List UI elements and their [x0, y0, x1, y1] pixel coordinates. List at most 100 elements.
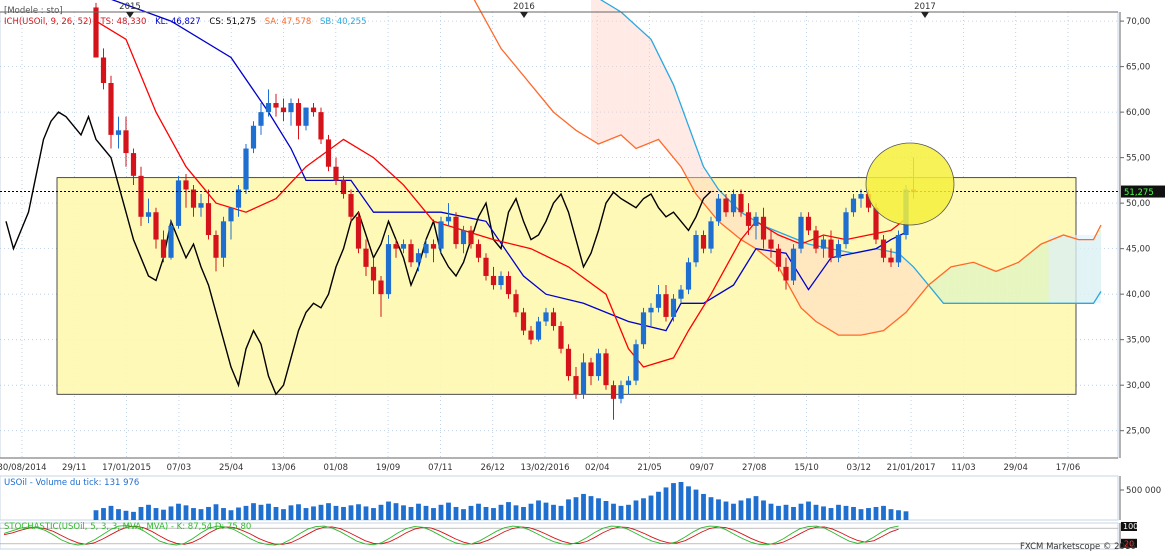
volume-bar — [626, 504, 631, 520]
cloud-segment — [812, 244, 816, 322]
candle-body — [490, 275, 497, 286]
legend-top: [Modele : sto] — [4, 6, 69, 16]
cloud-segment — [624, 15, 629, 142]
volume-bar — [281, 509, 286, 520]
cloud-segment — [969, 262, 974, 304]
cs-label: CS: 51,275 — [209, 17, 257, 27]
volume-bar — [288, 505, 294, 520]
y-tick-label: 55,00 — [1126, 154, 1150, 164]
year-label: 2015 — [119, 2, 141, 12]
cloud-future-band — [1048, 235, 1101, 304]
volume-bar — [693, 489, 699, 520]
volume-bar — [431, 508, 436, 520]
highlight-circle — [865, 142, 955, 226]
candle-body — [168, 225, 174, 258]
cloud-segment — [632, 22, 636, 149]
cloud-segment — [834, 249, 839, 336]
legend-ichimoku: ICH(USOil, 9, 26, 52) TS: 48,330 KL: 46,… — [4, 17, 373, 27]
candle-body — [775, 248, 782, 267]
volume-bar — [296, 504, 301, 520]
volume-bar — [648, 495, 654, 520]
cloud-segment — [662, 62, 666, 149]
candle-body — [415, 253, 422, 263]
model-label: [Modele : sto] — [4, 6, 63, 16]
indicator-lines — [5, 0, 1102, 396]
candle-body — [723, 198, 729, 213]
cloud-segment — [1014, 262, 1019, 304]
candle-body — [700, 235, 707, 249]
volume-bar — [326, 503, 331, 520]
candle-body — [873, 207, 879, 240]
y-tick-label: 45,00 — [1126, 245, 1150, 255]
cloud-segment — [609, 5, 614, 140]
volume-bar — [603, 501, 609, 520]
candle-body — [363, 248, 369, 267]
candle-body — [678, 289, 684, 299]
volume-bar — [371, 508, 376, 520]
volume-bar — [851, 506, 856, 520]
candle-body — [205, 203, 212, 235]
ichimoku-cloud — [591, 0, 1101, 336]
candle-body — [265, 103, 272, 113]
volume-bar — [393, 503, 399, 520]
sa-label: SA: 47,578 — [264, 17, 312, 27]
volume-bar — [536, 500, 541, 520]
volume-label: USOil - Volume du tick: 131 976 — [4, 478, 140, 488]
volume-bar — [573, 497, 579, 520]
cloud-segment — [598, 0, 603, 144]
cloud-segment — [684, 115, 689, 181]
volume-bar — [341, 506, 346, 520]
candle-body — [805, 216, 812, 231]
x-tick-label: 01/08 — [324, 463, 349, 473]
candle-body — [273, 103, 279, 108]
cloud-segment — [827, 247, 831, 331]
candle-body — [468, 230, 474, 245]
volume-bar — [416, 503, 421, 520]
stoch-high-label: 100 — [1123, 522, 1138, 531]
cloud-segment — [613, 7, 618, 138]
candle-body — [235, 189, 242, 208]
cloud-segment — [703, 166, 708, 208]
cloud-segment — [842, 250, 846, 336]
cloud-segment — [1041, 242, 1045, 304]
cloud-segment — [838, 250, 843, 336]
candle-body — [513, 294, 519, 313]
cloud-segment — [913, 266, 918, 304]
cloud-segment — [891, 251, 895, 325]
candle-body — [753, 216, 759, 226]
cloud-segment — [883, 250, 888, 331]
volume-bar — [468, 505, 474, 520]
candle-body — [318, 112, 324, 140]
candle-body — [565, 348, 572, 377]
current-price-label: 51,275 — [1124, 188, 1154, 198]
cloud-segment — [1029, 250, 1034, 304]
x-tick-label: 29/11 — [62, 463, 87, 473]
cloud-segment — [1011, 263, 1015, 304]
candle-body — [618, 385, 624, 399]
sb-label: SB: 40,255 — [319, 17, 367, 27]
volume-bar — [678, 482, 684, 520]
candle-body — [280, 107, 287, 113]
stoch-k-line — [3, 525, 899, 546]
volume-bar — [483, 506, 489, 520]
volume-bar — [663, 487, 669, 520]
volume-bar — [101, 508, 106, 520]
candle-body — [820, 239, 827, 249]
stoch-frame — [0, 522, 1119, 550]
candle-body — [423, 244, 429, 254]
cloud-segment — [849, 252, 854, 336]
volume-bar — [768, 503, 774, 520]
candle-body — [850, 198, 857, 213]
ts-label: TS: 48,330 — [100, 17, 147, 27]
cloud-segment — [666, 69, 670, 154]
cloud-segment — [819, 246, 824, 327]
candle-body — [378, 280, 384, 295]
cloud-segment — [943, 269, 948, 304]
candle-body — [865, 194, 872, 208]
candle-body — [333, 166, 339, 181]
y-tick-label: 40,00 — [1126, 290, 1150, 300]
volume-bar — [348, 505, 354, 520]
candle-body — [498, 275, 504, 286]
volume-bar — [806, 501, 811, 520]
volume-bar — [386, 501, 391, 520]
